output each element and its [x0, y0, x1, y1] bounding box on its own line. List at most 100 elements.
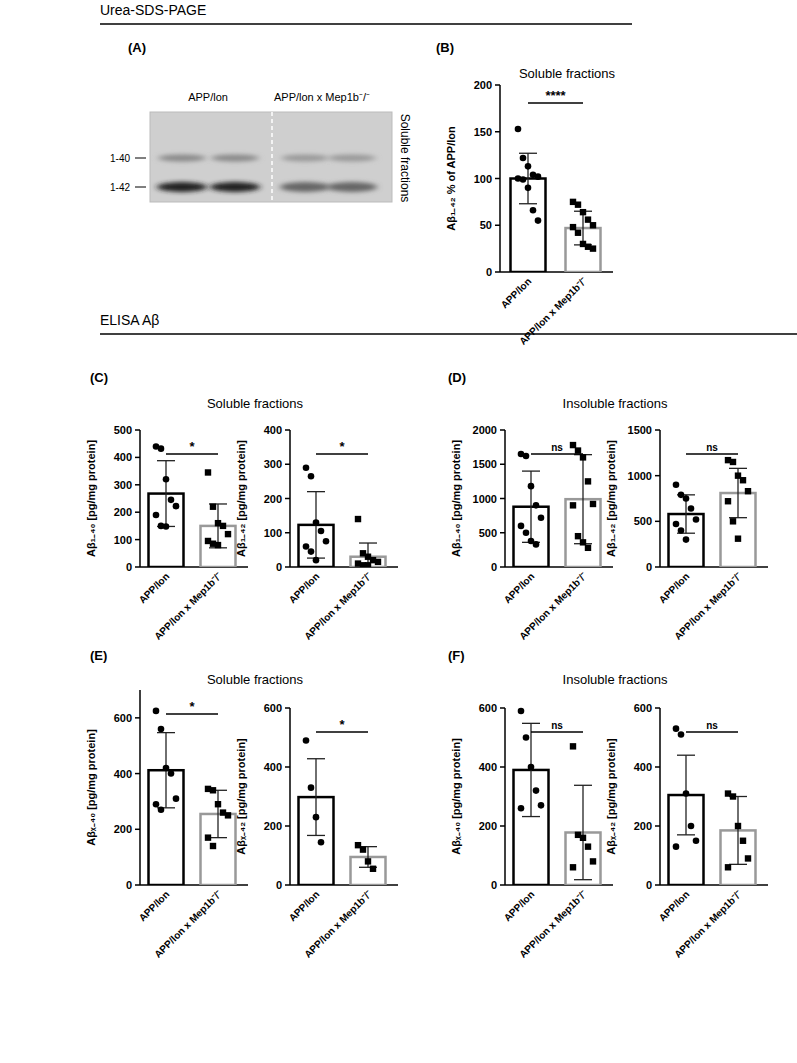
significance: * [339, 717, 345, 732]
point [725, 498, 731, 504]
line [165, 461, 166, 527]
point [538, 514, 545, 521]
point [520, 176, 527, 183]
y-tick-label: 0 [276, 879, 282, 891]
y-tick-label: 500 [479, 527, 497, 539]
point [210, 787, 216, 793]
point [730, 518, 736, 524]
y-label: Aβ₁₋₄₀ [pg/mg protein] [85, 440, 97, 557]
point [518, 523, 525, 530]
point [168, 497, 175, 504]
marks [669, 457, 756, 567]
point [308, 548, 315, 555]
x-tick-label: APP/lon [499, 276, 534, 311]
y-tick-label: 300 [114, 479, 132, 491]
y-tick [495, 271, 500, 273]
marks [149, 708, 236, 885]
point [740, 838, 746, 844]
y-tick-label: 0 [646, 879, 652, 891]
line [157, 732, 175, 733]
point [225, 531, 231, 537]
panel-title: Insoluble fractions [563, 396, 668, 411]
line [522, 816, 540, 817]
point [533, 541, 540, 548]
y-tick [655, 521, 660, 523]
point [585, 545, 591, 551]
y-axis [659, 430, 661, 567]
y-axis [659, 708, 661, 885]
x-tick-label: APP/lon [287, 571, 322, 606]
point [210, 504, 216, 510]
y-tick [500, 532, 505, 534]
splice-line [271, 112, 273, 202]
point [735, 823, 741, 829]
line [307, 835, 325, 836]
y-tick [285, 766, 290, 768]
point [308, 784, 315, 791]
point [520, 155, 527, 162]
point [678, 731, 685, 738]
point [523, 453, 530, 460]
y-tick [500, 464, 505, 466]
point [683, 495, 690, 502]
point [153, 708, 160, 715]
significance: * [339, 439, 345, 454]
band-label: 1-40 [110, 153, 130, 164]
blot-image [150, 112, 392, 202]
point [158, 726, 165, 733]
point [673, 843, 680, 850]
line [315, 759, 316, 836]
error-bar [209, 504, 227, 548]
point [163, 523, 170, 530]
error-bar [359, 847, 377, 868]
marks [669, 725, 756, 885]
point [515, 126, 522, 133]
section-title: Urea-SDS-PAGE [100, 2, 206, 18]
y-tick [135, 457, 140, 459]
marks [299, 464, 386, 567]
band-tick [135, 158, 146, 159]
point [678, 527, 685, 534]
side-label: Soluble fractions [398, 114, 412, 203]
point [580, 539, 586, 545]
point [580, 835, 586, 841]
y-tick-label: 2000 [473, 424, 497, 436]
y-tick [500, 566, 505, 568]
y-tick-label: 600 [264, 702, 282, 714]
y-tick [495, 131, 500, 133]
band [211, 155, 259, 162]
point [575, 533, 581, 539]
y-tick [135, 829, 140, 831]
y-tick [285, 566, 290, 568]
y-tick-label: 0 [126, 561, 132, 573]
section-rule [100, 333, 797, 335]
line [307, 758, 325, 759]
band [327, 182, 377, 192]
x-tick-label: APP/lon [137, 889, 172, 924]
y-label: Aβₓ₋₄₂ [pg/mg protein] [605, 738, 617, 855]
point [303, 737, 310, 744]
x-tick-label: APP/lon [137, 571, 172, 606]
error-bar [677, 495, 695, 533]
y-tick [135, 539, 140, 541]
point [355, 516, 361, 522]
y-label: Aβₓ₋₄₀ [pg/mg protein] [450, 738, 462, 855]
y-tick [500, 429, 505, 431]
y-tick-label: 600 [114, 712, 132, 724]
y-tick [285, 825, 290, 827]
y-tick [285, 464, 290, 466]
band [328, 155, 376, 162]
y-tick-label: 600 [479, 702, 497, 714]
panel-label: (E) [90, 648, 107, 663]
y-tick [495, 225, 500, 227]
x-tick-label: APP/lon [287, 889, 322, 924]
point [590, 501, 596, 507]
y-tick [495, 84, 500, 86]
line [209, 837, 227, 838]
x-tick-label: APP/lon x Mep1b⁻/⁻ [302, 888, 374, 960]
y-tick-label: 0 [486, 266, 492, 278]
point [585, 216, 591, 222]
y-tick-label: 600 [634, 702, 652, 714]
error-bar [307, 759, 325, 836]
figure: Urea-SDS-PAGEELISA Aβ(A)APP/lonAPP/lon x… [0, 0, 797, 1063]
